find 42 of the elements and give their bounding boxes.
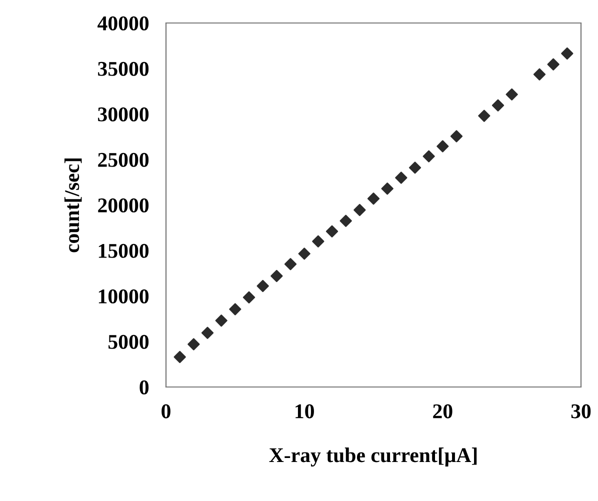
point [201, 326, 214, 339]
point [326, 225, 338, 238]
y-tick-label: 5000 [108, 334, 149, 349]
point [242, 291, 256, 304]
point [408, 162, 422, 174]
point [506, 88, 518, 101]
point [256, 280, 269, 292]
x-axis-title: X-ray tube current[μA] [269, 448, 477, 467]
y-tick-label: 15000 [98, 244, 149, 258]
y-tick-label: 35000 [98, 62, 149, 76]
point [215, 314, 228, 327]
point [492, 99, 504, 112]
point [229, 303, 242, 316]
point [436, 140, 449, 152]
point [547, 58, 560, 70]
point [381, 182, 394, 195]
y-tick-label: 40000 [98, 16, 149, 30]
point [354, 204, 366, 216]
point [298, 248, 310, 260]
point [312, 235, 324, 248]
point [367, 192, 380, 205]
x-tick-label: 30 [571, 404, 591, 418]
y-tick-label: 0 [140, 380, 149, 394]
x-tick-label: 0 [162, 404, 170, 418]
x-tick-label: 10 [296, 404, 314, 418]
point [284, 258, 297, 270]
x-tick-label: 20 [433, 404, 452, 418]
point [340, 214, 352, 227]
point [188, 338, 200, 350]
y-tick-label: 30000 [98, 107, 149, 122]
point [450, 130, 463, 142]
point [533, 68, 546, 80]
point [395, 172, 408, 184]
point [270, 270, 283, 282]
y-tick-label: 20000 [98, 198, 149, 212]
y-tick-label: 10000 [98, 289, 149, 304]
y-axis-title: count[/sec] [64, 158, 82, 252]
y-tick-label: 25000 [98, 152, 149, 167]
point [174, 350, 186, 364]
point [422, 150, 435, 162]
point [561, 47, 574, 60]
point [478, 110, 490, 122]
